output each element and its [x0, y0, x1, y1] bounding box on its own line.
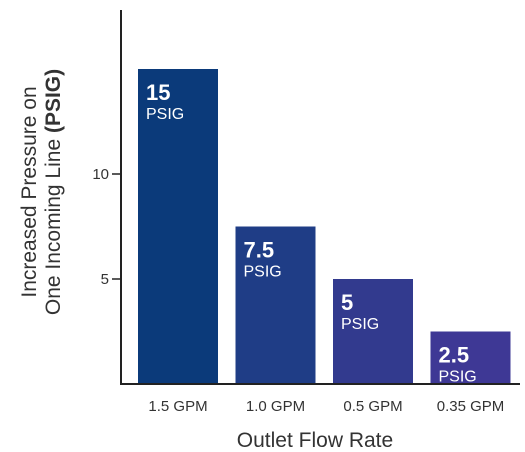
bar-value-label-0: 15: [146, 80, 170, 105]
y-axis-title-line2-bold: (PSIG): [42, 69, 65, 133]
x-tick-labels-group: 1.5 GPM 1.0 GPM 0.5 GPM 0.35 GPM: [148, 398, 504, 415]
x-tick-label-1: 1.0 GPM: [246, 398, 305, 415]
y-axis-title-line2: One Incoming Line (PSIG): [42, 69, 65, 315]
y-axis-title-line2-plain: One Incoming Line: [42, 133, 65, 315]
x-axis-title: Outlet Flow Rate: [237, 429, 393, 452]
bar-value-label-2: 5: [341, 290, 353, 315]
bar-unit-label-3: PSIG: [439, 369, 477, 386]
x-tick-label-0: 1.5 GPM: [148, 398, 207, 415]
y-tick-label-1: 10: [92, 166, 109, 183]
bar-0: [138, 69, 218, 384]
bar-value-label-3: 2.5: [439, 343, 470, 368]
bar-value-label-1: 7.5: [244, 238, 275, 263]
bar-unit-label-0: PSIG: [146, 106, 184, 123]
bar-unit-label-2: PSIG: [341, 316, 379, 333]
bar-2: [333, 279, 413, 384]
bar-3: [430, 331, 511, 384]
y-tick-label-0: 5: [101, 271, 109, 288]
y-axis-title: Increased Pressure on One Incoming Line …: [18, 69, 65, 315]
bar-unit-label-1: PSIG: [244, 264, 282, 281]
x-tick-label-3: 0.35 GPM: [437, 398, 505, 415]
y-axis-title-line1: Increased Pressure on: [18, 86, 41, 297]
x-tick-label-2: 0.5 GPM: [343, 398, 402, 415]
bars-group: [138, 69, 511, 384]
bar-1: [235, 226, 316, 384]
y-ticks-group: 5 10: [92, 166, 121, 288]
